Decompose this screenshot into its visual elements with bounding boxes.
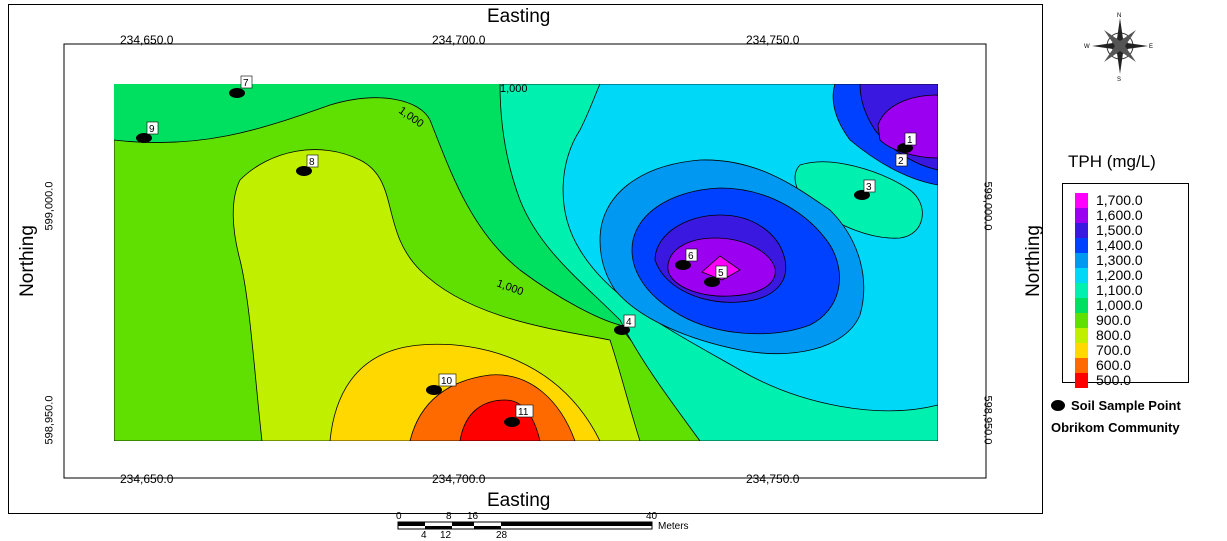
legend-label: 800.0: [1096, 327, 1132, 343]
scale-tick-40: 40: [646, 511, 658, 522]
legend-row: 900.0: [1075, 312, 1195, 328]
legend-title: TPH (mg/L): [1068, 152, 1156, 171]
legend-row: 700.0: [1075, 342, 1195, 358]
legend-label: 1,700.0: [1096, 192, 1143, 208]
legend-swatch: [1075, 268, 1088, 283]
bottom-axis-title: Easting: [487, 490, 551, 511]
legend-swatch: [1075, 358, 1088, 373]
legend-label: 1,000.0: [1096, 297, 1143, 313]
sample-point-7: 7: [229, 75, 253, 98]
svg-text:9: 9: [149, 124, 155, 135]
legend-swatch: [1075, 223, 1088, 238]
legend-label: 1,400.0: [1096, 237, 1143, 253]
legend-swatch: [1075, 238, 1088, 253]
legend-row: 600.0: [1075, 357, 1195, 373]
legend-row: 1,100.0: [1075, 282, 1195, 298]
sample-point-1: 1: [897, 132, 917, 153]
plot-frame: [63, 43, 987, 479]
svg-text:E: E: [1149, 44, 1153, 50]
legend-swatch: [1075, 208, 1088, 223]
sample-point-2: 2: [895, 153, 908, 167]
legend-label: 1,100.0: [1096, 282, 1143, 298]
easting-tick-bottom-1: 234,650.0: [120, 472, 174, 486]
sample-point-4: 4: [614, 314, 636, 335]
legend-label: 1,300.0: [1096, 252, 1143, 268]
svg-text:S: S: [1117, 77, 1121, 83]
sample-point-3: 3: [854, 179, 876, 200]
sample-point-9: 9: [136, 121, 159, 143]
sample-point-10: 10: [426, 373, 457, 395]
sample-point-8: 8: [296, 154, 319, 176]
scale-tick-28: 28: [496, 530, 508, 541]
easting-tick-bottom-3: 234,750.0: [746, 472, 800, 486]
top-axis-title: Easting: [487, 6, 551, 27]
legend-row: 500.0: [1075, 372, 1195, 388]
legend-label: 900.0: [1096, 312, 1132, 328]
legend-label: 1,200.0: [1096, 267, 1143, 283]
svg-text:10: 10: [441, 376, 453, 387]
legend-sample-label: Soil Sample Point: [1071, 398, 1181, 413]
svg-text:1: 1: [907, 135, 913, 146]
sample-point-icon: [1051, 400, 1065, 411]
svg-text:2: 2: [898, 156, 904, 167]
svg-text:11: 11: [518, 407, 529, 418]
legend-swatch: [1075, 253, 1088, 268]
legend-label: 500.0: [1096, 372, 1132, 388]
scale-tick-8: 8: [446, 511, 452, 522]
svg-text:W: W: [1084, 44, 1090, 50]
legend-row: 800.0: [1075, 327, 1195, 343]
sample-point-5: 5: [704, 265, 728, 287]
legend-swatch: [1075, 328, 1088, 343]
legend-row: 1,700.0: [1075, 192, 1195, 208]
zone-800: [232, 149, 641, 441]
compass-rose-icon: N S E W: [1084, 13, 1153, 83]
legend-label: 600.0: [1096, 357, 1132, 373]
scale-tick-12: 12: [440, 530, 452, 541]
map-frame: [8, 4, 1043, 514]
scale-bar: [397, 521, 653, 530]
legend-swatch: [1075, 373, 1088, 388]
legend-row: 1,500.0: [1075, 222, 1195, 238]
zone-1600-ne: [877, 94, 938, 159]
svg-text:7: 7: [243, 78, 249, 89]
legend-swatch: [1075, 313, 1088, 328]
legend-row: 1,400.0: [1075, 237, 1195, 253]
scale-tick-0: 0: [396, 511, 402, 522]
legend-box: [1062, 183, 1189, 383]
legend-label: 700.0: [1096, 342, 1132, 358]
legend-community: Obrikom Community: [1051, 420, 1180, 435]
legend-swatch: [1075, 298, 1088, 313]
svg-text:3: 3: [866, 182, 872, 193]
easting-tick-bottom-2: 234,700.0: [432, 472, 486, 486]
legend-row: 1,300.0: [1075, 252, 1195, 268]
legend-row: 1,600.0: [1075, 207, 1195, 223]
legend-label: 1,600.0: [1096, 207, 1143, 223]
legend-row: 1,200.0: [1075, 267, 1195, 283]
svg-text:N: N: [1117, 13, 1121, 19]
scale-tick-16: 16: [467, 511, 479, 522]
legend-swatch: [1075, 283, 1088, 298]
svg-text:8: 8: [309, 157, 315, 168]
legend-label: 1,500.0: [1096, 222, 1143, 238]
sample-point-11: 11: [504, 404, 534, 427]
legend-swatch: [1075, 193, 1088, 208]
sample-point-6: 6: [675, 248, 698, 270]
svg-text:4: 4: [626, 317, 632, 328]
svg-text:5: 5: [718, 268, 724, 279]
legend-row: 1,000.0: [1075, 297, 1195, 313]
svg-text:6: 6: [688, 251, 694, 262]
scale-unit: Meters: [658, 521, 689, 532]
contour-label-3: 1,000: [500, 83, 528, 95]
legend-sample-point: Soil Sample Point: [1051, 398, 1181, 413]
scale-tick-4: 4: [421, 530, 427, 541]
legend-swatch: [1075, 343, 1088, 358]
